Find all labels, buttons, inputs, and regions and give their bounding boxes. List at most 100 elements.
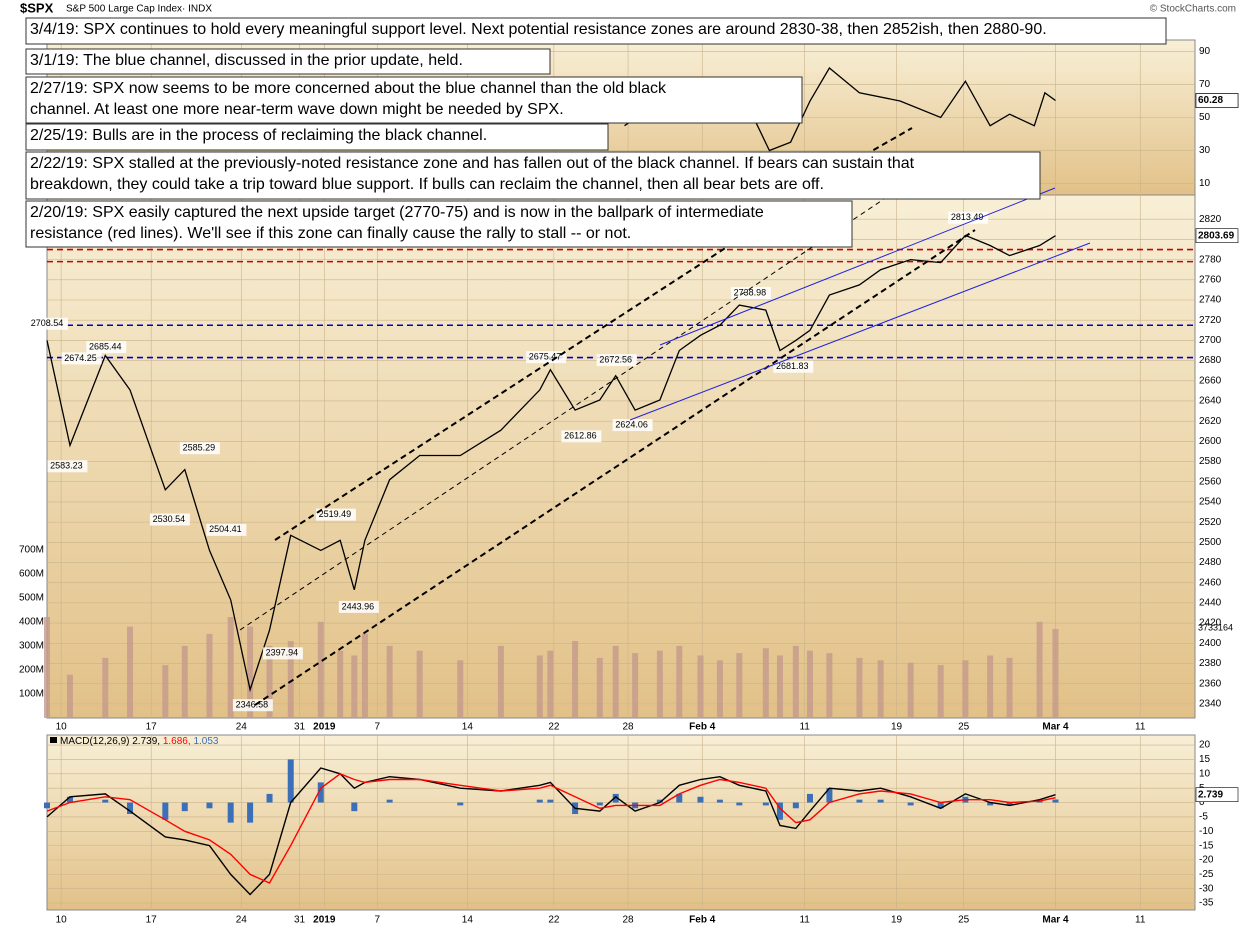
volume-last-label: 3733164 — [1198, 622, 1233, 632]
volume-bar — [697, 655, 704, 718]
volume-bar — [361, 633, 368, 718]
volume-bar — [612, 645, 619, 718]
price-label: 2738.98 — [734, 287, 767, 297]
last-value-box — [1195, 228, 1239, 243]
volume-bar — [736, 653, 743, 718]
volume-bar — [762, 648, 769, 718]
volume-bar — [716, 660, 723, 718]
histogram-bar — [762, 802, 769, 806]
histogram-bar — [547, 799, 554, 803]
x-tick-label: 10 — [56, 915, 68, 926]
x-tick-label: 25 — [958, 915, 970, 926]
volume-tick-label: 400M — [19, 616, 44, 627]
volume-bar — [572, 641, 579, 718]
volume-bar — [337, 650, 344, 718]
x-tick-label: 24 — [236, 722, 248, 733]
volume-bar — [776, 655, 783, 718]
volume-bar — [227, 617, 234, 718]
note-text: 2/20/19: SPX easily captured the next up… — [30, 204, 764, 221]
histogram-bar — [351, 802, 358, 812]
price-label: 2443.96 — [342, 601, 375, 611]
volume-bar — [287, 641, 294, 718]
note-text: 2/27/19: SPX now seems to be more concer… — [30, 80, 667, 97]
histogram-bar — [1006, 802, 1013, 806]
legend-entry: 1.053 — [193, 736, 218, 747]
y-tick-label: -35 — [1199, 898, 1214, 909]
price-label: 2681.83 — [776, 361, 809, 371]
note-box — [25, 76, 803, 124]
y-tick-label: 2420 — [1199, 618, 1222, 629]
histogram-bar — [386, 799, 393, 803]
price-label-box — [526, 351, 567, 364]
histogram-bar — [536, 799, 543, 803]
volume-bar — [1036, 621, 1043, 718]
price-label: 2530.54 — [153, 514, 186, 524]
panels — [46, 39, 1196, 911]
note-text: channel. At least one more near-term wav… — [30, 101, 564, 118]
volume-bar — [317, 621, 324, 718]
x-tick-label: Mar 4 — [1042, 722, 1069, 733]
volume-bar — [162, 665, 169, 718]
y-tick-label: -15 — [1199, 840, 1214, 851]
histogram-bar — [806, 793, 813, 803]
volume-bar — [1052, 629, 1059, 718]
legend-entry: MACD(12,26,9) — [60, 736, 129, 747]
channel-line — [659, 187, 1056, 346]
x-tick-label: 17 — [146, 915, 158, 926]
volume-bar — [247, 626, 254, 718]
y-tick-label: 2640 — [1199, 396, 1222, 407]
y-tick-label: -10 — [1199, 826, 1214, 837]
legend-entry: 2.739, — [132, 736, 160, 747]
histogram-bar — [877, 799, 884, 803]
histogram-bar — [736, 802, 743, 806]
histogram-bar — [987, 802, 994, 806]
channel-line — [274, 244, 731, 541]
x-tick-label: 22 — [548, 722, 560, 733]
volume-bar — [66, 674, 73, 718]
y-tick-label: 50 — [1199, 112, 1211, 123]
volume-bar — [386, 645, 393, 718]
histogram-bar — [227, 802, 234, 823]
legend-swatch — [50, 737, 57, 743]
note-text: resistance (red lines). We'll see if thi… — [30, 225, 631, 242]
x-tick-label: Mar 4 — [1042, 915, 1069, 926]
y-tick-label: 15 — [1199, 754, 1211, 765]
price-label: 2674.25 — [64, 353, 97, 363]
y-tick-label: 2500 — [1199, 537, 1222, 548]
y-tick-label: 2480 — [1199, 557, 1222, 568]
histogram-bar — [826, 788, 833, 803]
y-tick-label: 2520 — [1199, 517, 1222, 528]
histogram-bar — [937, 802, 944, 809]
price-label-box — [149, 513, 190, 526]
x-tick-label: 25 — [958, 722, 970, 733]
macd-line — [46, 773, 1056, 884]
x-tick-label: 19 — [891, 915, 903, 926]
y-tick-label: 2400 — [1199, 638, 1222, 649]
price-line — [46, 234, 1056, 693]
y-tick-label: 2820 — [1199, 214, 1222, 225]
histogram-bar — [792, 802, 799, 809]
y-tick-label: 2780 — [1199, 254, 1222, 265]
note-box — [25, 17, 1167, 45]
histogram-bar — [1036, 801, 1043, 803]
price-label: 2612.86 — [564, 431, 597, 441]
volume-bar — [266, 645, 273, 718]
volume-bar — [907, 662, 914, 718]
histogram-bar — [676, 793, 683, 803]
note-box — [25, 151, 1041, 200]
histogram-bar — [1052, 799, 1059, 803]
volume-tick-label: 200M — [19, 665, 44, 676]
histogram-bar — [162, 802, 169, 820]
volume-tick-label: 600M — [19, 568, 44, 579]
histogram-bar — [66, 796, 73, 803]
volume-bar — [44, 617, 50, 718]
y-tick-label: 30 — [1199, 145, 1211, 156]
price-label: 2519.49 — [319, 509, 352, 519]
histogram-bar — [716, 799, 723, 803]
histogram-bar — [856, 799, 863, 803]
histogram-bar — [596, 802, 603, 806]
volume-bar — [676, 645, 683, 718]
price-label-box — [86, 341, 127, 354]
channel-line — [629, 242, 1091, 421]
price-label: 2672.56 — [599, 354, 632, 364]
